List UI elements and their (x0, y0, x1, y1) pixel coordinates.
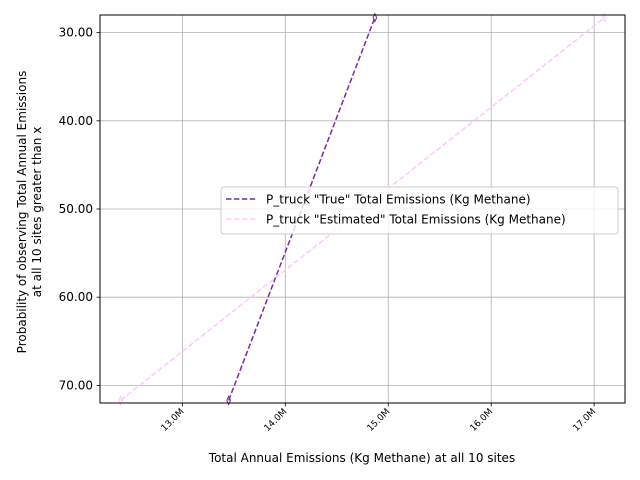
y-axis-ticks: 30.00 40.00 50.00 60.00 70.00 (59, 26, 100, 392)
data-point-marker (118, 395, 123, 406)
y-axis-label-line-2: at all 10 sites greater than x (30, 127, 44, 298)
y-tick-label: 40.00 (59, 114, 93, 128)
y-tick-label: 60.00 (59, 290, 93, 304)
y-tick-label: 30.00 (59, 26, 93, 40)
y-tick-label: 70.00 (59, 378, 93, 392)
y-axis-label-line-1: Probability of observing Total Annual Em… (15, 71, 29, 354)
x-axis-label: Total Annual Emissions (Kg Methane) at a… (208, 451, 515, 465)
series-line (227, 17, 376, 401)
legend-label-estimated: P_truck "Estimated" Total Emissions (Kg … (266, 213, 566, 227)
legend-label-true: P_truck "True" Total Emissions (Kg Metha… (266, 193, 531, 207)
legend-box (220, 186, 619, 235)
series-0 (226, 12, 378, 406)
data-point-marker (602, 12, 607, 23)
data-point-marker (226, 395, 232, 406)
y-tick-label: 50.00 (59, 202, 93, 216)
data-point-marker (372, 12, 378, 23)
legend: P_truck "True" Total Emissions (Kg Metha… (220, 186, 619, 235)
